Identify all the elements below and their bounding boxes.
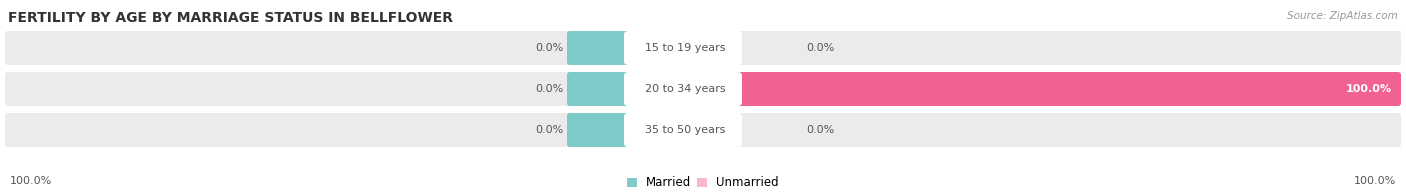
Text: Source: ZipAtlas.com: Source: ZipAtlas.com: [1288, 11, 1398, 21]
FancyBboxPatch shape: [567, 113, 633, 147]
FancyBboxPatch shape: [6, 113, 1400, 147]
Text: 15 to 19 years: 15 to 19 years: [645, 43, 725, 53]
Text: 20 to 34 years: 20 to 34 years: [645, 84, 725, 94]
Text: 100.0%: 100.0%: [1354, 176, 1396, 186]
FancyBboxPatch shape: [624, 31, 742, 65]
Text: 0.0%: 0.0%: [536, 125, 564, 135]
Text: 100.0%: 100.0%: [10, 176, 52, 186]
FancyBboxPatch shape: [6, 72, 1400, 106]
FancyBboxPatch shape: [624, 72, 742, 106]
Text: 0.0%: 0.0%: [806, 125, 834, 135]
FancyBboxPatch shape: [627, 31, 688, 65]
Text: 35 to 50 years: 35 to 50 years: [645, 125, 725, 135]
Legend: Married, Unmarried: Married, Unmarried: [623, 172, 783, 194]
FancyBboxPatch shape: [6, 31, 1400, 65]
FancyBboxPatch shape: [627, 113, 688, 147]
FancyBboxPatch shape: [567, 72, 633, 106]
Text: 0.0%: 0.0%: [806, 43, 834, 53]
FancyBboxPatch shape: [624, 113, 742, 147]
Text: FERTILITY BY AGE BY MARRIAGE STATUS IN BELLFLOWER: FERTILITY BY AGE BY MARRIAGE STATUS IN B…: [8, 11, 453, 25]
Text: 100.0%: 100.0%: [1346, 84, 1392, 94]
Text: 0.0%: 0.0%: [536, 43, 564, 53]
FancyBboxPatch shape: [567, 31, 633, 65]
Text: 0.0%: 0.0%: [536, 84, 564, 94]
FancyBboxPatch shape: [627, 72, 1400, 106]
